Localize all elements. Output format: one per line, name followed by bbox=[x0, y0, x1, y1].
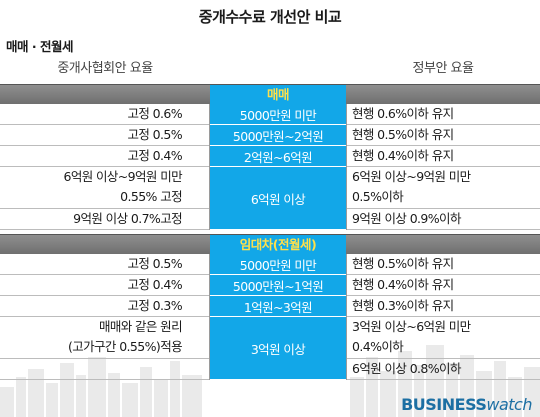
left-rate-text: 매매와 같은 원리 bbox=[98, 319, 183, 334]
column-divider bbox=[346, 104, 347, 230]
left-rate-cell: 고정 0.5% bbox=[0, 125, 208, 146]
right-rate-text: 현행 0.4%이하 유지 bbox=[352, 277, 454, 292]
right-rate-text: 0.4%이하 bbox=[352, 339, 404, 354]
subtitle: 매매 · 전월세 bbox=[6, 39, 73, 54]
column-divider bbox=[209, 254, 210, 380]
price-bracket-cell: 2억원~6억원 bbox=[210, 146, 346, 167]
right-rate-text: 현행 0.3%이하 유지 bbox=[352, 298, 454, 313]
right-rate-cell: 현행 0.4%이하 유지 bbox=[352, 146, 540, 167]
right-rate-cell: 현행 0.6%이하 유지 bbox=[352, 104, 540, 125]
right-rate-text: 현행 0.5%이하 유지 bbox=[352, 256, 454, 271]
left-rate-cell: 고정 0.4% bbox=[0, 146, 208, 167]
price-bracket-cell: 5000만원~2억원 bbox=[210, 125, 346, 146]
left-rate-text: 고정 0.5% bbox=[127, 127, 182, 142]
price-bracket-cell: 5000만원 미만 bbox=[210, 254, 346, 275]
left-rate-cell: 고정 0.3% bbox=[0, 296, 208, 317]
right-rate-cell: 현행 0.5%이하 유지 bbox=[352, 254, 540, 275]
page-title: 중개수수료 개선안 비교 bbox=[198, 8, 342, 26]
right-rate-cell: 6억원 이상 0.8%이하 bbox=[352, 359, 540, 380]
left-rate-text: (고가구간 0.55%)적용 bbox=[67, 339, 183, 354]
right-rate-text: 현행 0.6%이하 유지 bbox=[352, 106, 454, 121]
section-label: 매매 bbox=[210, 85, 346, 105]
left-rate-text: 고정 0.3% bbox=[127, 298, 182, 313]
left-rate-cell bbox=[0, 359, 208, 380]
price-bracket-cell: 5000만원~1억원 bbox=[210, 275, 346, 296]
price-bracket-cell: 5000만원 미만 bbox=[210, 104, 346, 125]
price-bracket-cell: 3억원 이상 bbox=[210, 317, 346, 380]
right-rate-text: 9억원 이상 0.9%이하 bbox=[352, 211, 461, 226]
left-rate-text: 고정 0.4% bbox=[127, 148, 182, 163]
left-rate-text: 9억원 이상 0.7%고정 bbox=[73, 211, 182, 226]
right-rate-cell: 현행 0.3%이하 유지 bbox=[352, 296, 540, 317]
left-rate-text: 0.55% 고정 bbox=[120, 189, 182, 204]
left-rate-cell: 고정 0.5% bbox=[0, 254, 208, 275]
left-rate-cell: 매매와 같은 원리 (고가구간 0.55%)적용 bbox=[0, 317, 208, 359]
left-rate-text: 6억원 이상~9억원 미만 bbox=[63, 169, 182, 184]
price-bracket-cell: 6억원 이상 bbox=[210, 167, 346, 230]
left-rate-text: 고정 0.6% bbox=[127, 106, 182, 121]
column-divider bbox=[346, 254, 347, 380]
section-bar: 매매 bbox=[0, 84, 540, 105]
left-rate-text: 고정 0.5% bbox=[127, 256, 182, 271]
left-rate-text: 고정 0.4% bbox=[127, 277, 182, 292]
column-header-right: 정부안 요율 bbox=[412, 61, 474, 76]
left-rate-cell: 고정 0.6% bbox=[0, 104, 208, 125]
logo-part-business: BUSINESS bbox=[401, 395, 487, 414]
left-rate-cell: 고정 0.4% bbox=[0, 275, 208, 296]
column-divider bbox=[209, 104, 210, 230]
businesswatch-logo: BUSINESSwatch bbox=[401, 395, 532, 414]
right-rate-cell: 6억원 이상~9억원 미만 0.5%이하 bbox=[352, 167, 540, 209]
right-rate-cell: 9억원 이상 0.9%이하 bbox=[352, 209, 540, 230]
left-rate-cell: 6억원 이상~9억원 미만 0.55% 고정 bbox=[0, 167, 208, 209]
right-rate-text: 현행 0.4%이하 유지 bbox=[352, 148, 454, 163]
right-rate-text: 현행 0.5%이하 유지 bbox=[352, 127, 454, 142]
column-header-left: 중개사협회안 요율 bbox=[57, 61, 153, 76]
section-bar: 임대차(전월세) bbox=[0, 234, 540, 255]
right-rate-cell: 현행 0.5%이하 유지 bbox=[352, 125, 540, 146]
left-rate-cell: 9억원 이상 0.7%고정 bbox=[0, 209, 208, 230]
right-rate-text: 6억원 이상~9억원 미만 bbox=[352, 169, 471, 184]
right-rate-text: 3억원 이상~6억원 미만 bbox=[352, 319, 471, 334]
right-rate-text: 6억원 이상 0.8%이하 bbox=[352, 361, 461, 376]
price-bracket-cell: 1억원~3억원 bbox=[210, 296, 346, 317]
section-label: 임대차(전월세) bbox=[210, 235, 346, 255]
right-rate-cell: 3억원 이상~6억원 미만 0.4%이하 bbox=[352, 317, 540, 359]
right-rate-text: 0.5%이하 bbox=[352, 189, 404, 204]
logo-part-watch: watch bbox=[486, 395, 532, 414]
right-rate-cell: 현행 0.4%이하 유지 bbox=[352, 275, 540, 296]
